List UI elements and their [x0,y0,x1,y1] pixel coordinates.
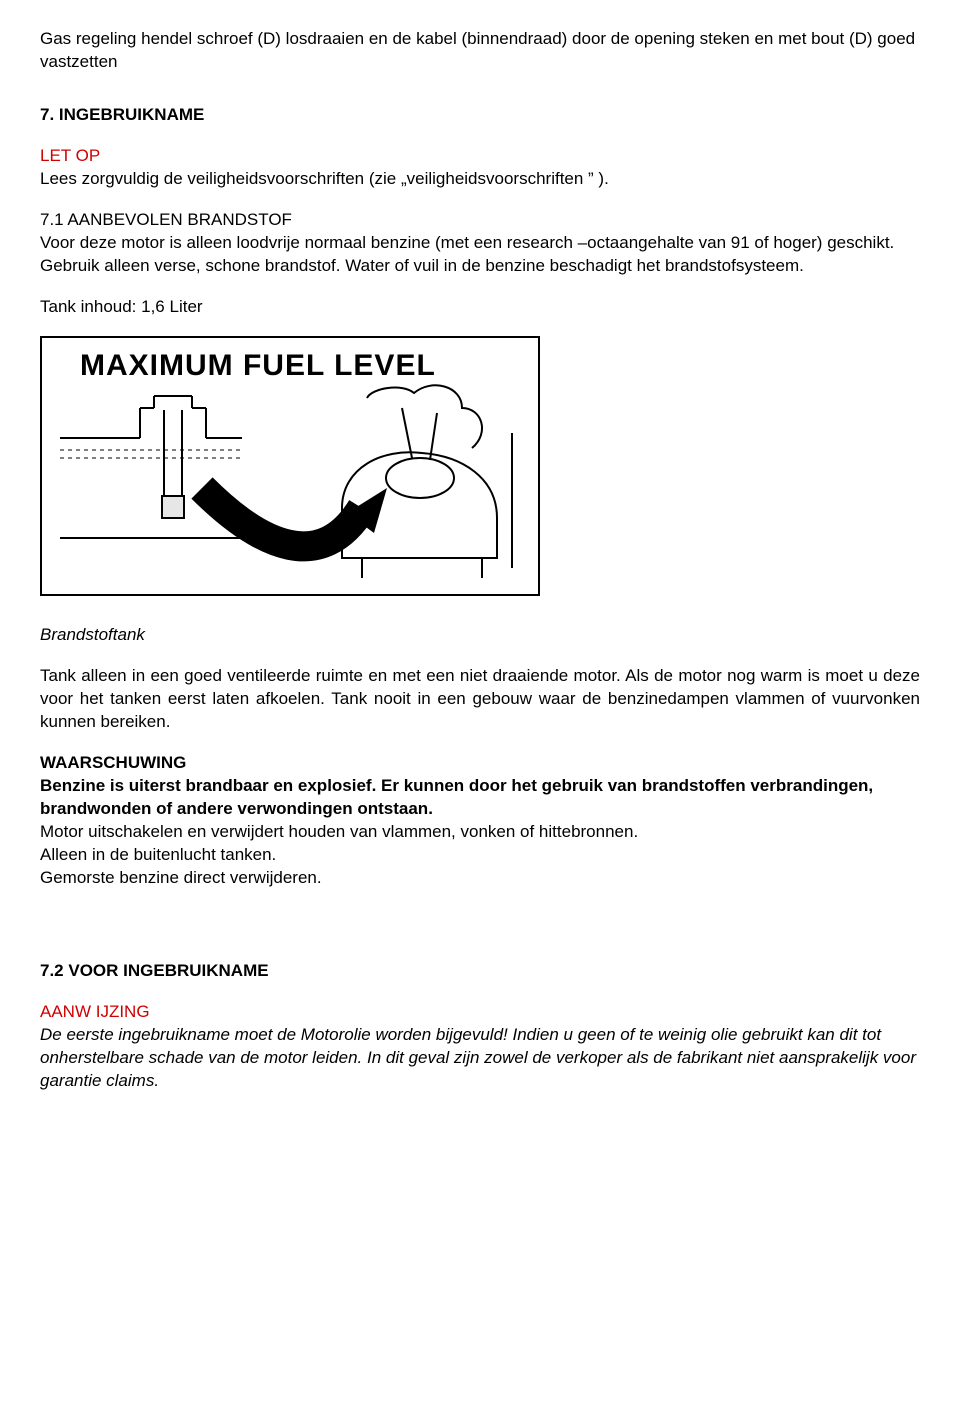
brandstoftank-label: Brandstoftank [40,624,920,647]
brandstoftank-paragraph: Tank alleen in een goed ventileerde ruim… [40,665,920,734]
waarschuwing-bold-text: Benzine is uiterst brandbaar en explosie… [40,776,873,818]
tank-inhoud: Tank inhoud: 1,6 Liter [40,296,920,319]
section-7-1-title: 7.1 AANBEVOLEN BRANDSTOF [40,209,920,232]
section-7-1-paragraph: Voor deze motor is alleen loodvrije norm… [40,232,920,278]
letop-text: Lees zorgvuldig de veiligheidsvoorschrif… [40,168,920,191]
aanwijzing-text: De eerste ingebruikname moet de Motoroli… [40,1024,920,1093]
waarschuwing-line-1: Motor uitschakelen en verwijdert houden … [40,822,638,841]
waarschuwing-line-3: Gemorste benzine direct verwijderen. [40,868,322,887]
fuel-level-diagram [42,338,538,594]
section-7-title: 7. INGEBRUIKNAME [40,104,920,127]
aanwijzing-label: AANW IJZING [40,1002,150,1021]
waarschuwing-label: WAARSCHUWING [40,752,920,775]
letop-label: LET OP [40,146,100,165]
section-7-2-title: 7.2 VOOR INGEBRUIKNAME [40,960,920,983]
intro-paragraph: Gas regeling hendel schroef (D) losdraai… [40,28,920,74]
fuel-level-figure: MAXIMUM FUEL LEVEL [40,336,540,596]
waarschuwing-line-2: Alleen in de buitenlucht tanken. [40,845,276,864]
